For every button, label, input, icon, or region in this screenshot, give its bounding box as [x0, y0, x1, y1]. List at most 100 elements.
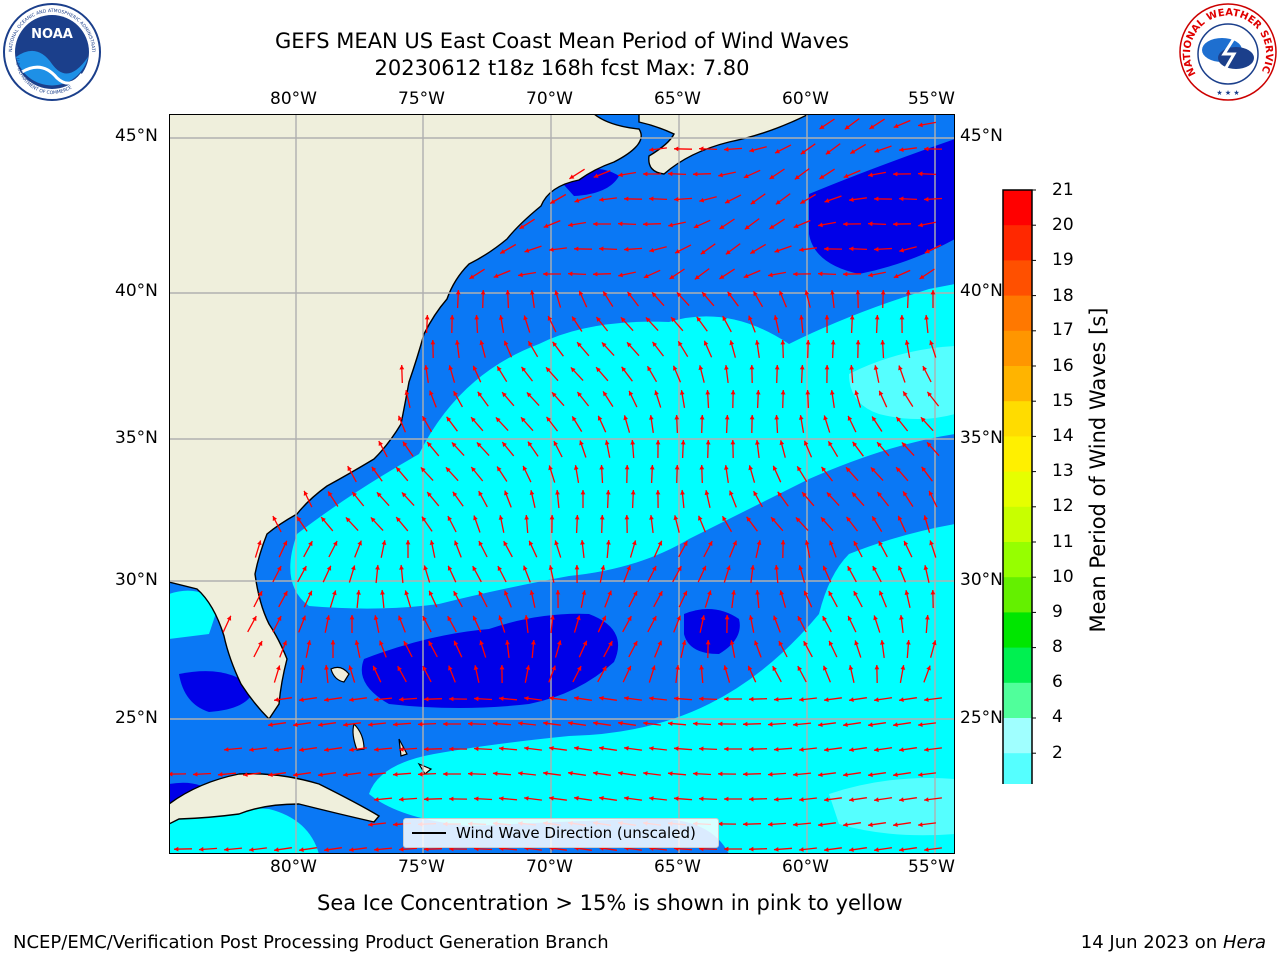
wave-direction-arrow-head: [899, 797, 904, 802]
wave-direction-arrow-head: [524, 746, 529, 751]
wave-direction-arrow-head: [774, 797, 779, 802]
wave-direction-arrow-head: [618, 771, 623, 776]
wave-direction-arrow-head: [529, 290, 535, 295]
colorbar-tick: 21: [1052, 180, 1074, 200]
wave-direction-arrow-head: [449, 696, 454, 702]
wave-direction-arrow-head: [797, 666, 802, 671]
lat-label-right: 35°N: [960, 428, 1003, 448]
wave-direction-arrow-head: [272, 516, 277, 521]
wave-direction-arrow-head: [599, 745, 604, 751]
wave-direction-arrow-head: [903, 540, 909, 546]
wave-direction-arrow-head: [593, 720, 598, 726]
lat-label-left: 35°N: [115, 428, 158, 448]
wave-direction-arrow-head: [780, 390, 786, 395]
wave-direction-arrow-head: [675, 665, 680, 670]
colorbar-segment: [1003, 260, 1032, 297]
wave-direction-arrow-head: [546, 367, 551, 373]
wave-direction-arrow-head: [769, 174, 775, 179]
wave-direction-arrow-head: [848, 665, 854, 670]
wave-direction-arrow-head: [674, 465, 680, 470]
colorbar-segment: [1003, 506, 1032, 543]
wave-direction-arrow-head: [771, 517, 776, 523]
wave-direction-arrow-head: [747, 665, 753, 671]
wave-direction-arrow-head: [449, 746, 454, 752]
wave-direction-arrow-head: [775, 199, 781, 205]
wave-direction-arrow-head: [774, 365, 780, 370]
wave-direction-arrow-head: [696, 316, 702, 322]
wave-direction-arrow-head: [325, 615, 331, 620]
wave-direction-arrow-head: [499, 796, 504, 801]
wave-direction-arrow-head: [502, 392, 507, 398]
wave-direction-arrow-head: [873, 615, 878, 621]
wave-direction-arrow-head: [700, 615, 706, 620]
wave-direction-arrow-head: [849, 797, 854, 802]
wave-direction-arrow-head: [874, 665, 880, 670]
wave-direction-arrow-head: [324, 697, 329, 702]
wave-direction-arrow-head: [381, 540, 387, 545]
wave-direction-arrow-head: [900, 665, 906, 670]
wave-direction-arrow-head: [497, 466, 502, 472]
wave-direction-arrow-head: [823, 665, 828, 671]
lon-label-bottom: 65°W: [654, 857, 701, 877]
wave-direction-arrow-head: [493, 771, 498, 776]
noaa-logo: NOAA NATIONAL OCEANIC AND ATMOSPHERIC AD…: [2, 2, 101, 101]
wave-direction-arrow-head: [779, 290, 784, 296]
wave-direction-arrow-head: [699, 415, 705, 420]
wave-direction-arrow-head: [829, 540, 834, 546]
wave-direction-arrow-head: [748, 465, 753, 471]
wave-direction-arrow-head: [918, 822, 923, 827]
wave-direction-arrow-head: [924, 248, 930, 254]
wave-direction-arrow-head: [922, 366, 927, 371]
wave-direction-arrow-head: [557, 640, 562, 646]
wave-direction-arrow-head: [600, 565, 606, 570]
wave-period-below-2-regions: [169, 139, 955, 819]
wave-direction-arrow-head: [927, 391, 932, 397]
wave-direction-arrow-head: [872, 566, 877, 571]
wave-direction-arrow-head: [799, 747, 804, 752]
wave-direction-arrow-head: [453, 640, 459, 646]
wave-direction-arrow-head: [574, 246, 579, 252]
wave-direction-arrow-head: [418, 771, 423, 777]
wave-direction-arrow-head: [844, 124, 850, 130]
wave-direction-arrow-head: [549, 796, 554, 801]
wave-direction-arrow-head: [793, 271, 798, 277]
wave-direction-arrow-head: [749, 696, 754, 702]
wave-direction-arrow-head: [825, 149, 831, 155]
wave-direction-arrow-head: [877, 442, 882, 448]
wave-direction-arrow-head: [531, 640, 536, 645]
wave-direction-arrow-head: [276, 665, 281, 671]
wave-direction-arrow-head: [299, 747, 304, 753]
wave-direction-arrow-head: [572, 316, 577, 322]
wave-direction-arrow-head: [849, 315, 855, 320]
wave-direction-arrow-head: [601, 342, 607, 348]
wave-direction-arrow-head: [343, 722, 348, 727]
colorbar-title: Mean Period of Wind Waves [s]: [1086, 307, 1110, 633]
wave-direction-arrow-head: [804, 440, 809, 446]
wave-period-4-6-regions: [169, 284, 955, 854]
wave-direction-arrow-head: [874, 747, 879, 753]
wave-direction-arrow-head: [824, 747, 829, 752]
wave-direction-arrow-head: [755, 340, 760, 345]
lat-label-left: 40°N: [115, 281, 158, 301]
wave-direction-arrow-head: [729, 640, 735, 645]
wave-direction-arrow-head: [874, 196, 879, 202]
wave-direction-arrow-head: [469, 274, 475, 279]
wave-direction-arrow-head: [853, 591, 858, 596]
wave-direction-arrow-head: [793, 772, 798, 777]
wave-direction-arrow-head: [698, 365, 704, 371]
wave-direction-arrow-head: [468, 771, 473, 777]
wave-direction-arrow-head: [804, 540, 810, 545]
wave-direction-arrow-head: [693, 223, 699, 229]
wave-direction-arrow-head: [299, 697, 304, 703]
wave-direction-arrow-head: [643, 273, 649, 279]
colorbar-segment: [1003, 190, 1032, 226]
map-legend: Wind Wave Direction (unscaled): [403, 818, 719, 848]
colorbar-tick: 10: [1052, 567, 1074, 587]
wave-direction-arrow-head: [925, 615, 930, 620]
wave-direction-arrow-head: [846, 516, 852, 522]
footer-host: Hera: [1222, 932, 1266, 953]
wave-direction-arrow-head: [568, 771, 573, 776]
wave-direction-arrow-head: [529, 590, 535, 595]
wave-direction-arrow-head: [743, 771, 748, 777]
wave-direction-arrow-head: [299, 847, 304, 853]
